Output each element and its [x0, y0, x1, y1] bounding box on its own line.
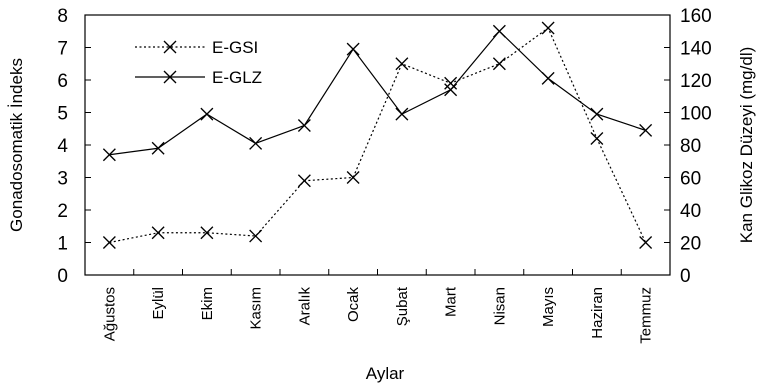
plot-frame: [84, 14, 671, 276]
data-point-marker: [639, 236, 653, 249]
data-point-marker: [492, 57, 506, 71]
data-point-marker: [297, 119, 311, 132]
right-tick-label: 60: [680, 169, 701, 190]
left-tick-label: 5: [57, 104, 68, 125]
data-point-marker: [102, 148, 116, 162]
data-point-marker: [151, 141, 165, 155]
right-tick-label: 0: [680, 266, 691, 287]
data-point-marker: [590, 132, 604, 145]
series-line: [109, 27, 647, 244]
data-point-marker: [102, 236, 116, 249]
legend-marker: [163, 40, 177, 54]
x-tick-label: Şubat: [394, 286, 411, 326]
left-tick-label: 7: [57, 39, 68, 60]
right-tick-label: 100: [680, 104, 712, 125]
legend-marker: [163, 70, 177, 84]
left-tick-label: 2: [57, 201, 68, 222]
data-point-marker: [346, 42, 360, 56]
data-point-marker: [297, 174, 311, 188]
left-tick-label: 3: [57, 169, 68, 190]
left-tick-label: 1: [57, 234, 68, 255]
x-tick-label: Haziran: [589, 287, 606, 339]
right-tick-label: 140: [680, 39, 712, 60]
x-tick-label: Ocak: [345, 287, 362, 323]
series-line: [109, 30, 646, 156]
x-axis-title: Aylar: [366, 364, 405, 383]
right-axis-title: Kan Glikoz Düzeyi (mg/dl): [737, 47, 756, 244]
right-tick-label: 80: [680, 136, 701, 157]
x-tick-label: Ekim: [199, 287, 216, 320]
data-point-marker: [541, 21, 555, 35]
right-tick-label: 120: [680, 71, 712, 92]
x-tick-label: Mayıs: [540, 287, 557, 327]
data-point-marker: [444, 76, 458, 90]
x-tick-label: Ağustos: [101, 287, 118, 341]
left-axis-ticks: 0 1 2 3 4 5 6 7 8: [57, 6, 91, 287]
data-point-marker: [590, 107, 604, 121]
x-axis-ticks: Ağustos Eylül Ekim Kasım Aralık Ocak Şubat Mart…: [101, 269, 655, 344]
legend-entry: E-GLZ: [135, 68, 262, 87]
right-axis-ticks: 0 20 40 60 80 100 120 140 160: [664, 6, 712, 287]
data-point-marker: [639, 123, 653, 137]
x-tick-label: Kasım: [248, 287, 265, 330]
x-tick-label: Nisan: [491, 287, 508, 325]
x-tick-label: Mart: [443, 286, 460, 317]
series-layer: [102, 21, 653, 249]
series-e-gsi: [102, 21, 653, 249]
data-point-marker: [249, 229, 263, 243]
right-tick-label: 20: [680, 234, 701, 255]
right-tick-label: 40: [680, 201, 701, 222]
x-tick-label: Eylül: [150, 287, 167, 320]
data-point-marker: [492, 24, 506, 38]
series-e-glz: [102, 24, 653, 162]
left-tick-label: 4: [57, 136, 68, 157]
data-point-marker: [395, 107, 409, 121]
left-tick-label: 0: [57, 266, 68, 287]
data-point-marker: [200, 226, 214, 240]
data-point-marker: [200, 107, 214, 121]
left-tick-label: 6: [57, 71, 68, 92]
data-point-marker: [151, 226, 165, 240]
data-point-marker: [395, 57, 409, 71]
data-point-marker: [444, 83, 458, 97]
legend-label: E-GSI: [212, 38, 258, 57]
data-point-marker: [541, 71, 555, 85]
left-tick-label: 8: [57, 6, 68, 27]
left-axis-title: Gonadosomatik İndeks: [7, 58, 26, 232]
plot-border: [84, 14, 671, 276]
x-tick-label: Aralık: [296, 287, 313, 326]
x-tick-label: Temmuz: [638, 287, 655, 344]
legend-label: E-GLZ: [212, 68, 262, 87]
data-point-marker: [346, 171, 360, 184]
legend: E-GSI E-GLZ: [135, 38, 262, 87]
legend-entry: E-GSI: [135, 38, 258, 57]
data-point-marker: [249, 136, 263, 150]
right-tick-label: 160: [680, 6, 712, 27]
